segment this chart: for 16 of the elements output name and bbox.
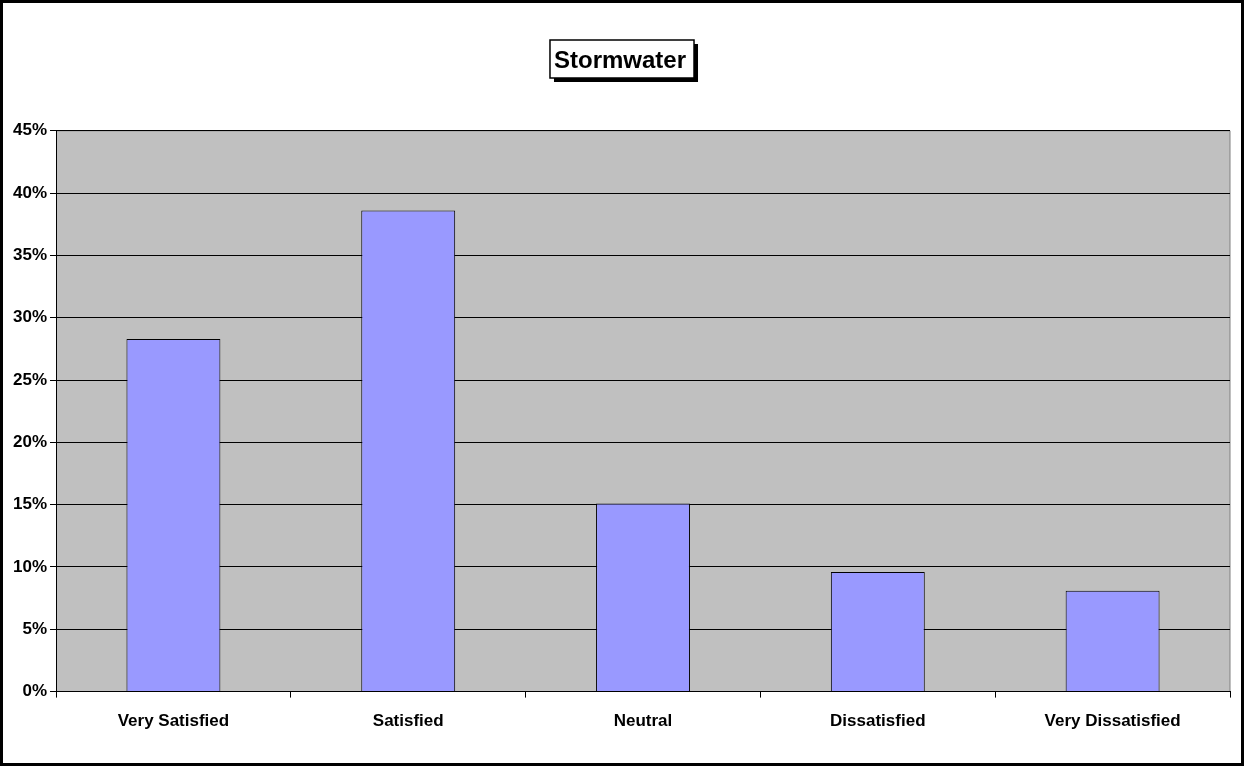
chart-title: Stormwater [553, 46, 687, 74]
y-tick-label: 20% [12, 432, 48, 452]
x-tick-label: Neutral [613, 711, 673, 731]
y-tick-label: 15% [12, 494, 48, 514]
x-tick-label: Satisfied [372, 711, 444, 731]
y-tick-label: 45% [12, 120, 48, 140]
x-tick-label: Dissatisfied [830, 711, 926, 731]
y-tick-label: 0% [22, 681, 48, 701]
y-tick-label: 5% [22, 618, 48, 638]
x-tick-label: Very Satisfied [117, 711, 230, 731]
y-tick-label: 35% [12, 245, 48, 265]
y-tick-label: 30% [12, 307, 48, 327]
y-tick-label: 40% [12, 182, 48, 202]
y-tick-label: 25% [12, 369, 48, 389]
y-tick-label: 10% [12, 556, 48, 576]
x-tick-label: Very Dissatisfied [1044, 711, 1181, 731]
